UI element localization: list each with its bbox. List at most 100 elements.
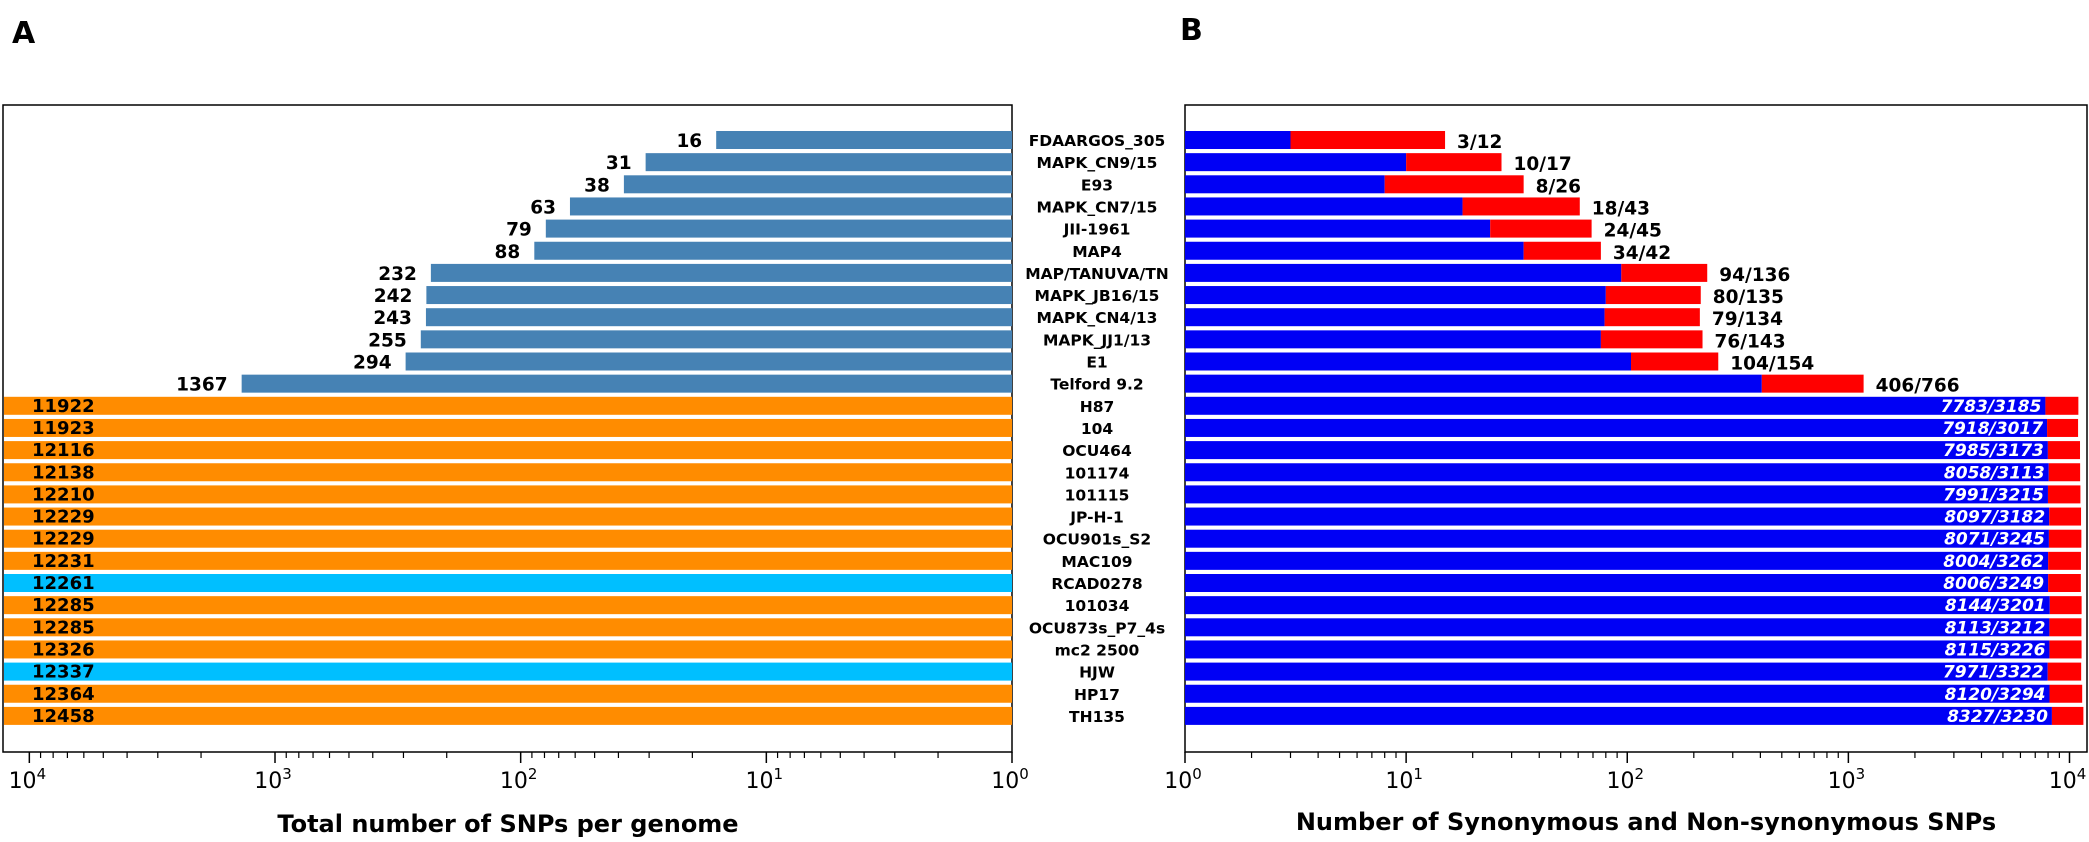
bar-a-rcad0278	[4, 574, 1012, 592]
bar-a-value-label-mapk-cn9-15: 31	[606, 153, 632, 174]
bar-b-synonymous-101115	[1185, 485, 2048, 504]
bar-a-value-label-fdaargos-305: 16	[676, 131, 702, 152]
panel-b-tick-label-4: 104	[2049, 765, 2087, 794]
panel-a-tick-label-1: 101	[746, 765, 784, 794]
bar-a-telford-9-2	[241, 374, 1012, 393]
panel-a-tick-label-2: 102	[500, 765, 538, 794]
tick-exponent: 3	[282, 765, 292, 783]
bar-b-value-label-e93: 8/26	[1536, 176, 1581, 197]
bar-a-value-label-101115: 12210	[32, 484, 95, 505]
bar-a-e93	[623, 175, 1012, 194]
bar-a-mapk-cn7-15	[569, 197, 1012, 216]
bar-b-nonsynonymous-mapk-jj1-13	[1600, 330, 1703, 349]
bar-b-nonsynonymous-fdaargos-305	[1290, 131, 1446, 149]
tick-exponent: 0	[1192, 765, 1202, 783]
panel-a-x-axis-label: Total number of SNPs per genome	[277, 810, 738, 838]
panel-a-tick-label-0: 100	[991, 765, 1029, 794]
bar-b-value-label-th135: 8327/3230	[1947, 707, 2048, 727]
genome-label-104: 104	[1081, 420, 1114, 438]
bar-b-value-label-mapk-cn7-15: 18/43	[1592, 198, 1650, 219]
tick-base: 10	[254, 769, 282, 794]
bar-b-synonymous-mac109	[1185, 551, 2049, 570]
bar-a-value-label-mapk-cn4-13: 243	[373, 308, 412, 329]
bar-b-synonymous-ocu464	[1185, 441, 2048, 460]
bar-a-value-label-rcad0278: 12261	[32, 573, 95, 594]
bar-a-104	[4, 418, 1012, 437]
bar-a-jii-1961	[545, 219, 1012, 238]
genome-label-ocu901s-s2: OCU901s_S2	[1043, 531, 1151, 549]
tick-exponent: 2	[1634, 765, 1644, 783]
bar-a-value-label-mapk-cn7-15: 63	[530, 197, 556, 218]
bar-b-value-label-fdaargos-305: 3/12	[1457, 132, 1502, 153]
bar-a-map4	[534, 241, 1012, 260]
panel-b-tick-label-1: 101	[1385, 765, 1423, 794]
bar-a-value-label-e1: 294	[353, 353, 392, 374]
genome-label-h87: H87	[1080, 398, 1115, 416]
genome-label-column: FDAARGOS_305 MAPK_CN9/15 E93 MAPK_CN7/15 JII…	[1025, 132, 1169, 726]
tick-base: 10	[746, 769, 774, 794]
bar-a-e1	[405, 352, 1013, 371]
genome-label-101174: 101174	[1065, 464, 1130, 482]
tick-exponent: 2	[528, 765, 538, 783]
bar-b-nonsynonymous-map-tanuva-tn	[1621, 263, 1708, 282]
tick-exponent: 4	[37, 765, 47, 783]
tick-base: 10	[1385, 769, 1413, 794]
tick-base: 10	[1828, 769, 1856, 794]
bar-b-nonsynonymous-telford-9-2	[1761, 374, 1864, 393]
bar-b-nonsynonymous-th135	[2051, 706, 2084, 725]
genome-label-mapk-jb16-15: MAPK_JB16/15	[1035, 287, 1160, 305]
bar-b-value-label-telford-9-2: 406/766	[1876, 376, 1960, 397]
bar-a-h87	[4, 396, 1012, 415]
bar-a-value-label-mapk-jj1-13: 255	[368, 330, 407, 351]
bar-a-value-label-101034: 12285	[32, 595, 95, 616]
panel-b-x-axis-label: Number of Synonymous and Non-synonymous …	[1296, 808, 1996, 836]
bar-a-th135	[4, 706, 1012, 725]
bar-b-value-label-mac109: 8004/3262	[1943, 552, 2044, 572]
bar-b-value-label-101174: 8058/3113	[1944, 463, 2045, 483]
bar-a-value-label-101174: 12138	[32, 462, 95, 483]
bar-a-value-label-ocu464: 12116	[32, 440, 95, 461]
bar-b-value-label-mapk-jb16-15: 80/135	[1713, 287, 1784, 308]
bar-a-jp-h-1	[4, 507, 1012, 526]
tick-exponent: 3	[1856, 765, 1866, 783]
bar-b-synonymous-fdaargos-305	[1185, 131, 1291, 149]
bar-b-synonymous-rcad0278	[1185, 574, 2049, 592]
bar-b-synonymous-map4	[1185, 241, 1524, 260]
bar-b-synonymous-mapk-cn7-15	[1185, 197, 1463, 216]
bar-a-map-tanuva-tn	[430, 263, 1012, 282]
bar-b-synonymous-e1	[1185, 352, 1632, 371]
bar-b-synonymous-map-tanuva-tn	[1185, 263, 1622, 282]
genome-label-mapk-cn7-15: MAPK_CN7/15	[1037, 198, 1158, 216]
panel-b-tick-label-0: 100	[1164, 765, 1202, 794]
tick-base: 10	[991, 769, 1019, 794]
bar-b-value-label-mapk-cn9-15: 10/17	[1514, 154, 1572, 175]
bar-b-synonymous-ocu873s-p7-4s	[1185, 618, 2050, 637]
bar-b-value-label-rcad0278: 8006/3249	[1943, 574, 2044, 594]
bar-b-nonsynonymous-rcad0278	[2048, 574, 2081, 592]
bar-b-value-label-jii-1961: 24/45	[1604, 221, 1662, 242]
bar-a-value-label-mac109: 12231	[32, 551, 95, 572]
panel-b-tick-label-2: 102	[1606, 765, 1644, 794]
tick-exponent: 0	[1019, 765, 1029, 783]
bar-b-synonymous-101034	[1185, 596, 2050, 615]
bar-a-ocu901s-s2	[4, 529, 1012, 548]
bar-b-nonsynonymous-104	[2047, 418, 2079, 437]
bar-a-value-label-hp17: 12364	[32, 684, 95, 705]
bar-b-nonsynonymous-mapk-jb16-15	[1605, 286, 1701, 305]
tick-exponent: 4	[2077, 765, 2087, 783]
genome-label-jp-h-1: JP-H-1	[1069, 509, 1123, 527]
genome-label-map4: MAP4	[1072, 243, 1122, 261]
bar-b-value-label-hp17: 8120/3294	[1945, 685, 2046, 705]
genome-label-mc2-2500: mc2 2500	[1055, 641, 1140, 659]
bar-a-mapk-cn9-15	[645, 153, 1012, 172]
genome-label-mapk-cn4-13: MAPK_CN4/13	[1037, 309, 1158, 327]
bar-b-value-label-ocu464: 7985/3173	[1943, 441, 2044, 461]
bar-a-ocu464	[4, 441, 1012, 460]
bar-a-101034	[4, 596, 1012, 615]
bar-b-nonsynonymous-ocu901s-s2	[2048, 529, 2082, 548]
bar-a-mc2-2500	[4, 640, 1012, 659]
bar-a-value-label-h87: 11922	[32, 396, 95, 417]
bar-b-synonymous-mapk-cn4-13	[1185, 308, 1605, 327]
genome-label-101034: 101034	[1065, 597, 1130, 615]
